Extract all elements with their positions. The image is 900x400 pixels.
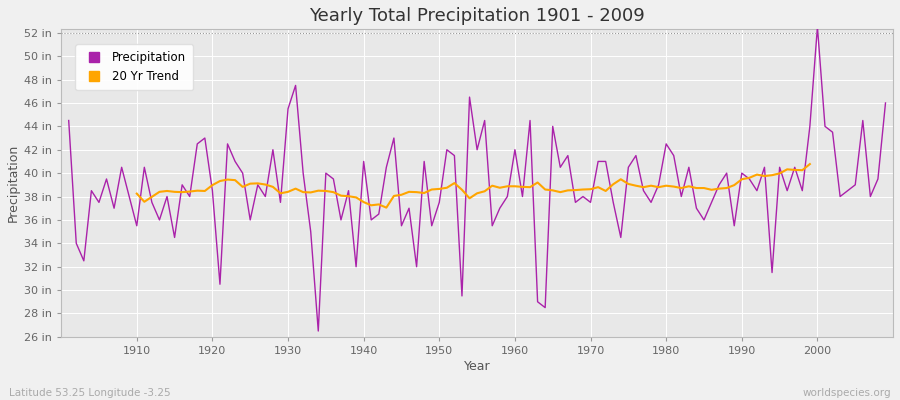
Text: Latitude 53.25 Longitude -3.25: Latitude 53.25 Longitude -3.25	[9, 388, 171, 398]
Y-axis label: Precipitation: Precipitation	[7, 144, 20, 222]
X-axis label: Year: Year	[464, 360, 490, 373]
Text: worldspecies.org: worldspecies.org	[803, 388, 891, 398]
Legend: Precipitation, 20 Yr Trend: Precipitation, 20 Yr Trend	[76, 44, 194, 90]
Title: Yearly Total Precipitation 1901 - 2009: Yearly Total Precipitation 1901 - 2009	[310, 7, 645, 25]
